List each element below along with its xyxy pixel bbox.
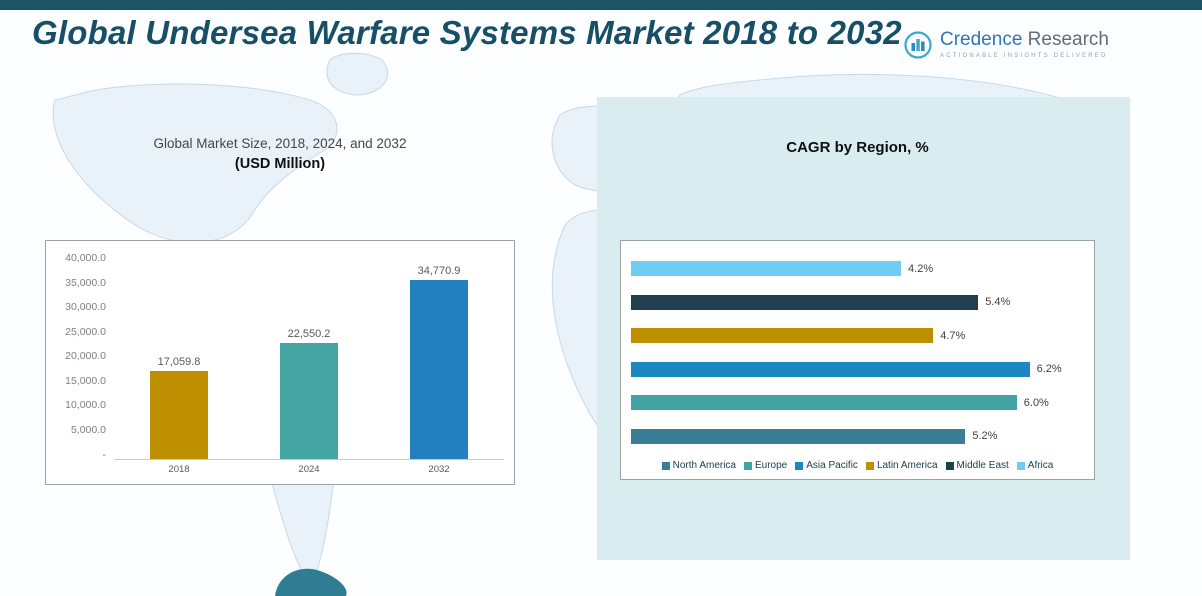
y-axis-tick-label: 25,000.0 bbox=[65, 325, 106, 338]
market-size-bar-2024 bbox=[279, 342, 338, 459]
cagr-bar-row-middle-east: 5.4% bbox=[631, 294, 1084, 310]
market-size-chart-title: Global Market Size, 2018, 2024, and 2032 bbox=[153, 136, 407, 151]
brand-name-primary: Credence bbox=[940, 29, 1023, 50]
legend-swatch bbox=[661, 461, 670, 470]
market-size-bar-2032 bbox=[409, 279, 468, 459]
legend-label: Africa bbox=[1027, 460, 1054, 471]
y-axis-tick-label: 35,000.0 bbox=[65, 276, 106, 289]
bar-value-label: 34,770.9 bbox=[417, 264, 461, 277]
cagr-legend: North America Europe Asia Pacific Latin Ame… bbox=[631, 458, 1084, 473]
brand-name: Credence Research bbox=[940, 30, 1109, 50]
market-size-bar-2018 bbox=[149, 371, 208, 459]
y-axis-tick-label: 30,000.0 bbox=[65, 301, 106, 314]
cagr-value-label: 4.7% bbox=[940, 329, 966, 342]
market-size-chart-subtitle: (USD Million) bbox=[234, 156, 326, 172]
cagr-chart: 4.2% 5.4% 4.7% 6.2% 6.0% 5.2% North America Eu… bbox=[620, 240, 1095, 480]
cagr-bar-row-asia-pacific: 6.2% bbox=[631, 361, 1084, 377]
cagr-bar-row-europe: 6.0% bbox=[631, 395, 1084, 411]
top-accent-strip bbox=[0, 0, 1202, 10]
market-size-plot: 17,059.8 22,550.2 34,770.9 bbox=[114, 253, 504, 460]
legend-item-europe: Europe bbox=[744, 460, 787, 471]
legend-item-north-america: North America bbox=[661, 460, 736, 471]
legend-label: Europe bbox=[755, 460, 788, 471]
legend-label: Middle East bbox=[956, 460, 1009, 471]
brand-text-block: Credence Research Actionable Insights De… bbox=[940, 30, 1109, 59]
brand-name-secondary: Research bbox=[1027, 29, 1109, 50]
map-accent-shape bbox=[275, 568, 347, 596]
market-size-bar-column: 34,770.9 bbox=[374, 253, 504, 459]
cagr-bar-row-africa: 4.2% bbox=[631, 261, 1084, 276]
y-axis-tick-label: 5,000.0 bbox=[70, 423, 106, 436]
cagr-rows: 4.2% 5.4% 4.7% 6.2% 6.0% 5.2% bbox=[631, 261, 1084, 458]
legend-swatch bbox=[1016, 461, 1025, 470]
cagr-bar bbox=[631, 294, 979, 310]
cagr-value-label: 5.2% bbox=[972, 430, 998, 443]
legend-label: North America bbox=[672, 460, 736, 471]
legend-item-asia-pacific: Asia Pacific bbox=[795, 460, 858, 471]
page-title: Global Undersea Warfare Systems Market 2… bbox=[32, 14, 902, 51]
cagr-bar-row-latin-america: 4.7% bbox=[631, 328, 1084, 344]
bar-value-label: 17,059.8 bbox=[157, 356, 201, 369]
cagr-value-label: 4.2% bbox=[908, 262, 934, 275]
y-axis-tick-label: 15,000.0 bbox=[65, 374, 106, 387]
legend-swatch bbox=[795, 461, 804, 470]
brand-logo: Credence Research Actionable Insights De… bbox=[903, 30, 1109, 60]
cagr-bar bbox=[631, 328, 934, 344]
legend-label: Asia Pacific bbox=[806, 460, 858, 471]
cagr-value-label: 5.4% bbox=[985, 296, 1011, 309]
market-size-bar-column: 22,550.2 bbox=[244, 253, 374, 459]
x-axis-category-label: 2032 bbox=[428, 464, 450, 475]
cagr-bar bbox=[631, 428, 966, 444]
cagr-bar bbox=[631, 261, 902, 276]
y-axis-tick-label: 40,000.0 bbox=[65, 252, 106, 264]
x-axis-category-label: 2024 bbox=[298, 464, 320, 475]
legend-label: Latin America bbox=[876, 460, 938, 471]
legend-swatch bbox=[865, 461, 874, 470]
legend-item-latin-america: Latin America bbox=[865, 460, 938, 471]
cagr-bar bbox=[631, 395, 1017, 411]
market-size-y-axis: 40,000.0 35,000.0 30,000.0 25,000.0 20,000.0… bbox=[50, 253, 114, 460]
cagr-bar-row-north-america: 5.2% bbox=[631, 428, 1084, 444]
cagr-bar bbox=[631, 361, 1030, 377]
legend-item-middle-east: Middle East bbox=[945, 460, 1009, 471]
y-axis-tick-label: 10,000.0 bbox=[65, 399, 106, 412]
legend-swatch bbox=[945, 461, 954, 470]
y-axis-tick-label: - bbox=[102, 448, 107, 461]
x-axis-category-label: 2018 bbox=[168, 464, 190, 475]
bar-value-label: 22,550.2 bbox=[287, 327, 331, 340]
cagr-value-label: 6.0% bbox=[1023, 396, 1049, 409]
market-size-chart: 40,000.0 35,000.0 30,000.0 25,000.0 20,000.0… bbox=[45, 240, 515, 485]
bar-chart-logo-icon bbox=[904, 31, 932, 59]
brand-tagline: Actionable Insights Delivered bbox=[940, 52, 1108, 59]
market-size-categories: 2018 2024 2032 bbox=[114, 460, 504, 480]
cagr-value-label: 6.2% bbox=[1036, 363, 1062, 376]
legend-item-africa: Africa bbox=[1016, 460, 1054, 471]
legend-swatch bbox=[744, 461, 752, 470]
market-size-bar-column: 17,059.8 bbox=[114, 253, 244, 459]
cagr-chart-title: CAGR by Region, % bbox=[786, 139, 929, 156]
y-axis-tick-label: 20,000.0 bbox=[65, 350, 106, 363]
